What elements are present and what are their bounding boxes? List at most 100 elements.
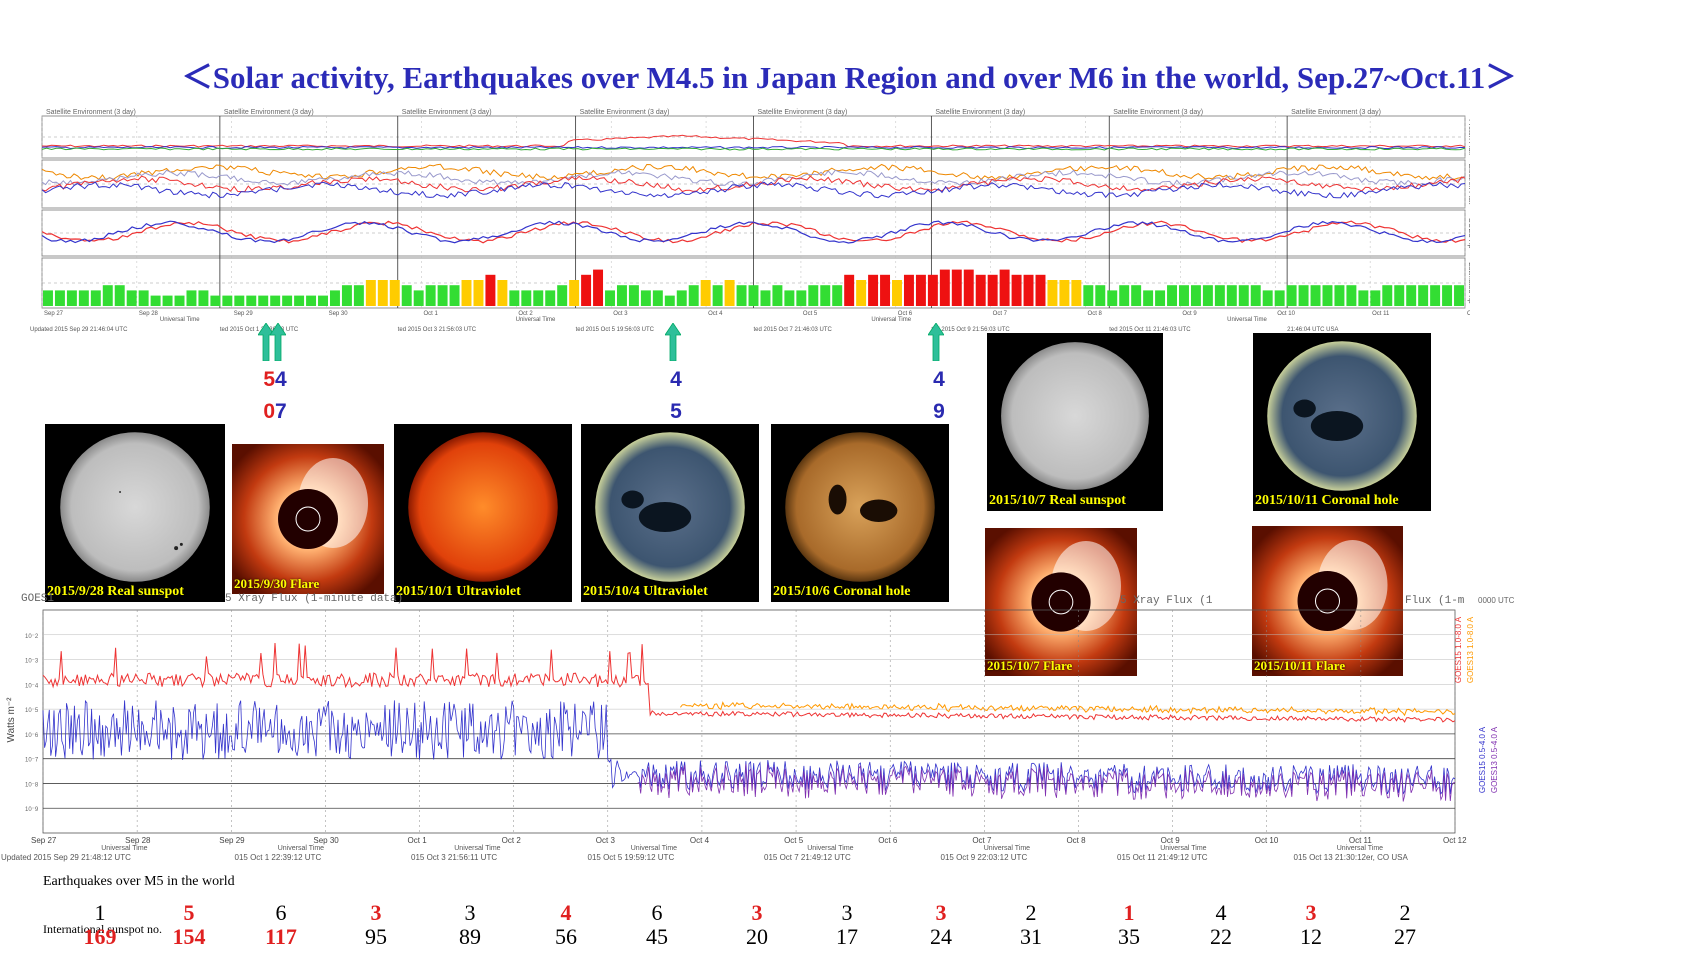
earthquake-count: 2 bbox=[1025, 900, 1037, 925]
arrow-digit: 4 bbox=[275, 368, 287, 391]
xray-series-label: GOES15 1.0-8.0 A bbox=[1454, 616, 1463, 683]
image-caption: 2015/10/7 Real sunspot bbox=[989, 493, 1126, 508]
kp-bar bbox=[820, 285, 831, 306]
xray-day-label: Sep 29 bbox=[219, 836, 245, 845]
kp-bar bbox=[66, 290, 77, 306]
kp-bar bbox=[1071, 280, 1082, 306]
kp-bar bbox=[533, 290, 544, 306]
solar-image-uv-red: 2015/10/1 Ultraviolet bbox=[394, 424, 572, 602]
image-caption: 2015/10/1 Ultraviolet bbox=[396, 584, 521, 599]
kp-bar bbox=[903, 274, 914, 306]
kp-bar bbox=[246, 295, 257, 306]
xray-day-label: Oct 11 bbox=[1349, 836, 1373, 845]
axis-word: Universal Time bbox=[516, 317, 556, 323]
panel-header: Satellite Environment (3 day) bbox=[1291, 109, 1381, 116]
earthquake-count: 2 bbox=[1399, 900, 1411, 925]
kp-bar bbox=[521, 290, 532, 306]
earthquake-count: 5 bbox=[183, 900, 195, 925]
day-label: Sep 29 bbox=[234, 311, 254, 317]
kp-bar bbox=[1011, 274, 1022, 306]
sunspot-number-row: 169 154 117 95 89 56 45 20 17 24 31 35 22 12 27 bbox=[0, 924, 1698, 955]
kp-bar bbox=[1454, 285, 1464, 306]
kp-bar bbox=[545, 290, 556, 306]
xray-updated: 015 Oct 11 21:49:12 UTC bbox=[1117, 853, 1208, 862]
updated-label: ted 2015 Oct 5 19:56:03 UTC bbox=[576, 327, 655, 333]
earthquake-count: 1 bbox=[94, 900, 106, 925]
day-label: Oct 6 bbox=[898, 311, 913, 317]
solar-image-art bbox=[985, 528, 1137, 676]
kp-bar bbox=[1310, 285, 1321, 306]
xray-day-label: Sep 28 bbox=[125, 836, 151, 845]
kp-bar bbox=[1119, 285, 1130, 306]
earthquake-count: 3 bbox=[464, 900, 476, 925]
xray-updated: 015 Oct 7 21:49:12 UTC bbox=[764, 853, 851, 862]
solar-image-uv-blue: 2015/10/4 Ultraviolet bbox=[581, 424, 759, 602]
arrow-digit: 5 bbox=[263, 368, 275, 391]
xray-series-label: GOES13 1.0-8.0 A bbox=[1466, 616, 1475, 683]
proton-flux-series bbox=[41, 145, 1466, 150]
image-caption: 2015/9/28 Real sunspot bbox=[47, 584, 184, 599]
xray-day-label: Oct 9 bbox=[1161, 836, 1181, 845]
hp-series bbox=[41, 220, 1466, 244]
arrow-up-icon bbox=[664, 322, 682, 362]
xray-series-label: GOES15 0.5-4.0 A bbox=[1478, 726, 1487, 793]
kp-bar bbox=[1334, 285, 1345, 306]
proton-flux-series bbox=[41, 134, 1466, 148]
sunspot-number: 154 bbox=[172, 924, 206, 949]
kp-bar bbox=[664, 295, 675, 306]
kp-bar bbox=[222, 295, 233, 306]
xray-long-goes15 bbox=[42, 642, 1456, 723]
solar-image-flare: 2015/10/7 Flare bbox=[985, 528, 1137, 676]
kp-bar bbox=[748, 285, 759, 306]
updated-label: ted 2015 Oct 7 21:46:03 UTC bbox=[754, 327, 833, 333]
kp-bar bbox=[1047, 280, 1058, 306]
kp-bar bbox=[1406, 285, 1417, 306]
solar-image-art bbox=[1001, 342, 1149, 490]
day-label: Oct 1 bbox=[423, 311, 438, 317]
panel-header: Satellite Environment (3 day) bbox=[758, 109, 848, 116]
day-label: Oct 5 bbox=[803, 311, 818, 317]
arrow-up-icon bbox=[269, 322, 287, 362]
xray-day-label: Oct 8 bbox=[1066, 836, 1086, 845]
xray-axis-word: Universal Time bbox=[984, 845, 1030, 852]
xray-day-label: Oct 5 bbox=[784, 836, 804, 845]
xray-tick: 10⁻7 bbox=[25, 758, 39, 764]
panel-header: Satellite Environment (3 day) bbox=[224, 109, 314, 116]
kp-bar bbox=[1202, 285, 1213, 306]
panel-header: Satellite Environment (3 day) bbox=[935, 109, 1025, 116]
kp-bar bbox=[1370, 290, 1381, 306]
xray-updated: 015 Oct 1 22:39:12 UTC bbox=[235, 853, 322, 862]
kp-bar bbox=[927, 274, 938, 306]
kp-bar bbox=[772, 285, 783, 306]
arrow-label-top: 54 bbox=[260, 368, 290, 392]
xray-short-goes15 bbox=[42, 699, 1456, 795]
updated-label: ted 2015 Oct 3 21:56:03 UTC bbox=[398, 327, 477, 333]
sunspot-number: 45 bbox=[646, 924, 668, 949]
kp-bar bbox=[951, 269, 962, 306]
arrow-up-icon bbox=[927, 322, 945, 362]
xray-day-label: Oct 4 bbox=[690, 836, 710, 845]
solar-image-art bbox=[1267, 341, 1417, 491]
xray-long-goes13 bbox=[680, 701, 1456, 717]
earthquake-count: 3 bbox=[751, 900, 763, 925]
xray-ylabel: Watts m⁻² bbox=[6, 697, 17, 743]
xray-axis-word: Universal Time bbox=[1337, 845, 1383, 852]
page-title: ＜Solar activity, Earthquakes over M4.5 i… bbox=[181, 60, 1517, 95]
electron-flux-series bbox=[41, 181, 1466, 199]
proton-flux-series bbox=[41, 147, 1466, 151]
sunspot-row-label: International sunspot no. bbox=[43, 922, 162, 936]
xray-day-label: Oct 3 bbox=[596, 836, 616, 845]
solar-image-art bbox=[232, 444, 384, 594]
earthquake-row-label: Earthquakes over M5 in the world bbox=[43, 874, 235, 889]
earthquake-count: 3 bbox=[841, 900, 853, 925]
kp-bar bbox=[1023, 274, 1034, 306]
xray-day-label: Oct 10 bbox=[1255, 836, 1279, 845]
kp-bar bbox=[892, 280, 902, 306]
xray-updated: 015 Oct 13 21:30:12er, CO USA bbox=[1294, 853, 1409, 862]
solar-image-art bbox=[1252, 526, 1403, 676]
xray-updated: 015 Oct 5 19:59:12 UTC bbox=[588, 853, 675, 862]
kp-bar bbox=[1322, 285, 1333, 306]
day-label: Oct 8 bbox=[1088, 311, 1103, 317]
solar-image-sunspot: 2015/9/28 Real sunspot bbox=[45, 424, 225, 602]
kp-bar bbox=[389, 280, 400, 306]
